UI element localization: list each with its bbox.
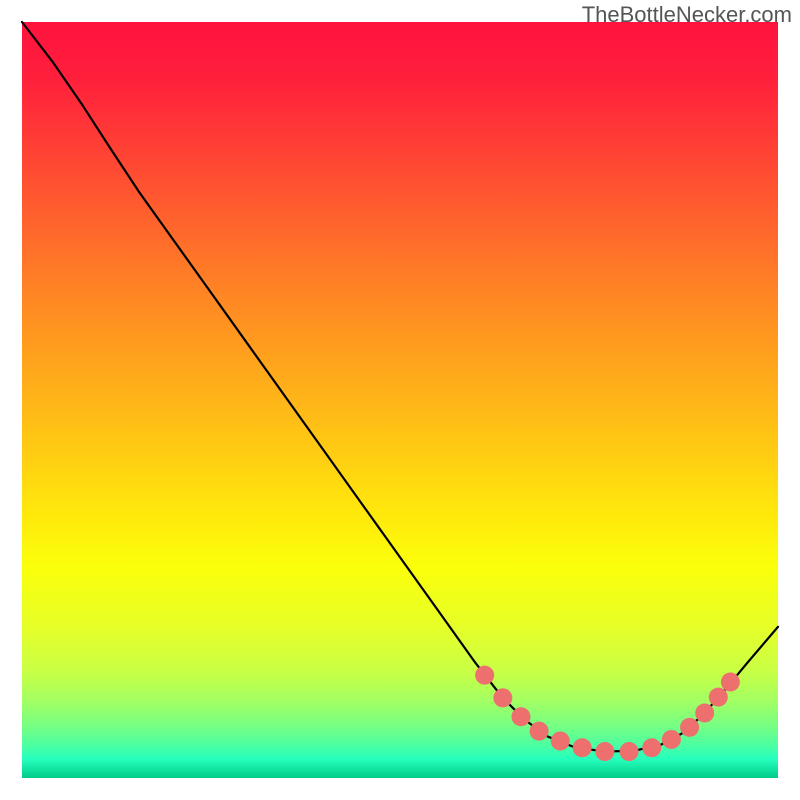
- watermark-text: TheBottleNecker.com: [582, 2, 792, 28]
- curve-marker: [620, 742, 639, 761]
- curve-marker: [475, 666, 494, 685]
- curve-marker: [709, 688, 728, 707]
- curve-marker: [680, 718, 699, 737]
- curve-marker: [595, 742, 614, 761]
- curve-marker: [511, 707, 530, 726]
- bottleneck-chart: TheBottleNecker.com: [0, 0, 800, 800]
- chart-svg: [0, 0, 800, 800]
- curve-marker: [721, 672, 740, 691]
- curve-marker: [642, 738, 661, 757]
- curve-marker: [493, 688, 512, 707]
- curve-marker: [530, 722, 549, 741]
- curve-marker: [573, 738, 592, 757]
- curve-marker: [551, 731, 570, 750]
- gradient-background: [22, 22, 778, 778]
- curve-marker: [662, 730, 681, 749]
- curve-marker: [695, 703, 714, 722]
